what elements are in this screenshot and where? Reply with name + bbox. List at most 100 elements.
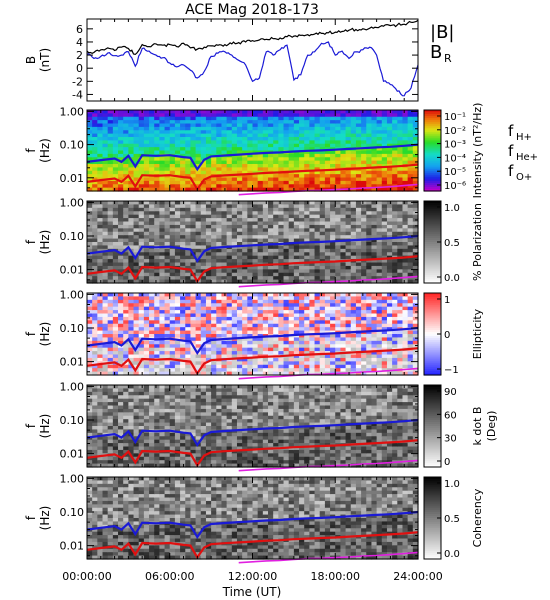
- legend-b-magnitude: |B|: [430, 22, 454, 43]
- panel-1-y-tick-label: 4: [76, 36, 83, 49]
- panel-6-colorbar-tick-label: 0.0: [444, 549, 460, 560]
- panel-4-gyro-He-plus: [86, 347, 419, 376]
- panel-6-image: [87, 477, 419, 560]
- x-tick-label: 06:00:00: [145, 570, 194, 583]
- panel-4-colorbar: 1 0 −1 Ellipticity: [423, 292, 484, 376]
- series-line-b-magnitude: [86, 19, 419, 56]
- panel-3-gyro-He-plus: [86, 255, 419, 284]
- series-line-b-r: [86, 41, 419, 97]
- panel-4-colorbar-label: Ellipticity: [471, 308, 484, 359]
- panel-2-gyro-He-plus: [86, 163, 419, 192]
- panel-5-y-label-symbol: f: [24, 423, 38, 428]
- panel-2-colorbar-tick-label: 10⁻²: [444, 126, 466, 137]
- panel-2-image: [87, 110, 419, 192]
- panel-3-y-tick-label: 0.10: [60, 230, 85, 243]
- panel-2-colorbar-tick-label: 10⁻⁶: [444, 181, 466, 192]
- chart-title: ACE Mag 2018-173: [185, 2, 319, 18]
- x-axis-label: Time (UT): [222, 585, 282, 599]
- panel-2-y-label-unit: (Hz): [38, 138, 52, 163]
- panel-5-y-tick-label: 1.00: [60, 380, 85, 393]
- panel-5-colorbar-tick-label: 60: [444, 410, 457, 421]
- panel-5-y-tick-label: 0.01: [60, 448, 85, 461]
- panel-4-image: [87, 293, 419, 376]
- panel-5-gyro-O-plus: [238, 459, 419, 472]
- panel-5-y-tick-label: 0.10: [60, 414, 85, 427]
- panel-6-colorbar-tick-label: 1.0: [444, 479, 460, 490]
- panel-1-y-tick-label: 0: [76, 62, 83, 75]
- panel-1-y-label-symbol: B: [24, 56, 38, 64]
- panel-3-colorbar-tick-label: 0.5: [444, 238, 460, 249]
- panel-6-y-tick-label: 1.00: [60, 472, 85, 485]
- panel-3-gyro-O-plus: [238, 275, 419, 288]
- panel-4-colorbar-tick-label: −1: [444, 365, 459, 376]
- panel-6-y-tick-label: 0.01: [60, 540, 85, 553]
- panel-4-colorbar-tick-label: 0: [444, 330, 450, 341]
- panel-5-colorbar-label-unit: (Deg): [485, 411, 498, 442]
- panel-6-y-tick-label: 0.10: [60, 506, 85, 519]
- panel-4-y-tick-label: 0.10: [60, 322, 85, 335]
- panel-2-colorbar-tick-label: 10⁻⁴: [444, 153, 466, 164]
- panel-6-y-label-symbol: f: [24, 515, 38, 520]
- panel-3-colorbar: 1.0 0.5 0.0 % Polarization: [423, 200, 484, 284]
- panel-1-y-tick-label: 2: [76, 49, 83, 62]
- panel-2-colorbar-tick-label: 10⁻³: [444, 140, 466, 151]
- panel-5-colorbar-tick-label: 30: [444, 434, 457, 445]
- panel-2-y-tick-label: 0.01: [60, 172, 85, 185]
- panel-2-y-tick-label: 0.10: [60, 139, 85, 152]
- panel-2-colorbar-tick-label: 10⁻¹: [444, 112, 466, 123]
- gyro-legend-He-plus-subscript: He+: [516, 152, 538, 163]
- panel-3-y-label-unit: (Hz): [38, 230, 52, 255]
- panel-5-y-label-unit: (Hz): [38, 414, 52, 439]
- panel-2-gyro-H-plus: [86, 143, 419, 172]
- panel-2-y-label-symbol: f: [24, 148, 38, 153]
- panel-3-image: [87, 201, 419, 284]
- panel-5-gyro-H-plus: [86, 418, 419, 448]
- panel-3-colorbar-tick-label: 0.0: [444, 273, 460, 284]
- panel-6-y-label-unit: (Hz): [38, 506, 52, 531]
- panel-3-gyro-H-plus: [86, 234, 419, 264]
- x-tick-label: 00:00:00: [62, 570, 111, 583]
- panel-5-image: [87, 385, 419, 468]
- panel-2-colorbar-tick-label: 10⁻⁵: [444, 167, 466, 178]
- legend-b-r: B: [430, 42, 442, 63]
- panel-4-y-label-symbol: f: [24, 331, 38, 336]
- panel-3-colorbar-tick-label: 1.0: [444, 203, 460, 214]
- panel-1-y-tick-label: -2: [72, 75, 83, 88]
- panel-4-y-tick-label: 1.00: [60, 288, 85, 301]
- panel-3-y-label-symbol: f: [24, 239, 38, 244]
- x-tick-label: 18:00:00: [311, 570, 360, 583]
- panel-6-gyro-He-plus: [86, 531, 419, 560]
- panel-3-y-tick-label: 0.01: [60, 264, 85, 277]
- panel-6-gyro-H-plus: [86, 510, 419, 540]
- panel-4-colorbar-tick-label: 1: [444, 295, 450, 306]
- panel-2-colorbar-label: Intensity (nT²/Hz): [471, 103, 484, 199]
- panel-4-gyro-H-plus: [86, 326, 419, 356]
- panel-1-frame: [86, 18, 419, 102]
- panel-1-y-tick-label: 6: [76, 23, 83, 36]
- gyro-legend-H-plus: f: [508, 122, 514, 140]
- panel-2-gyro-O-plus: [238, 183, 419, 196]
- panel-2-y-tick-label: 1.00: [60, 105, 85, 118]
- panel-2-colorbar: 10⁻¹ 10⁻² 10⁻³ 10⁻⁴ 10⁻⁵ 10⁻⁶ Intensity (nT²/H…: [423, 103, 484, 199]
- panel-3-colorbar-label: % Polarization: [471, 203, 484, 281]
- panel-5-gyro-He-plus: [86, 439, 419, 468]
- panel-3-y-tick-label: 1.00: [60, 196, 85, 209]
- x-tick-label: 12:00:00: [228, 570, 277, 583]
- panel-5-colorbar-tick-label: 90: [444, 387, 457, 398]
- panel-5-colorbar-label: k dot B: [471, 407, 484, 446]
- panel-1-y-label-unit: (nT): [38, 48, 52, 72]
- panel-4-y-label-unit: (Hz): [38, 322, 52, 347]
- panel-4-gyro-O-plus: [238, 367, 419, 380]
- gyro-legend-O-plus-subscript: O+: [516, 172, 532, 183]
- panel-1-y-tick-label: -4: [72, 88, 83, 101]
- panel-6-gyro-O-plus: [238, 551, 419, 564]
- x-tick-label: 24:00:00: [393, 570, 442, 583]
- gyro-legend-H-plus-subscript: H+: [516, 132, 532, 143]
- panel-6-colorbar-tick-label: 0.5: [444, 514, 460, 525]
- panel-5-colorbar: 90 60 30 0 k dot B (Deg): [423, 384, 498, 468]
- legend-b-r-subscript: R: [444, 52, 452, 65]
- panel-4-y-tick-label: 0.01: [60, 356, 85, 369]
- gyro-legend-O-plus: f: [508, 162, 514, 180]
- panel-6-colorbar: 1.0 0.5 0.0 Coherency: [423, 476, 484, 560]
